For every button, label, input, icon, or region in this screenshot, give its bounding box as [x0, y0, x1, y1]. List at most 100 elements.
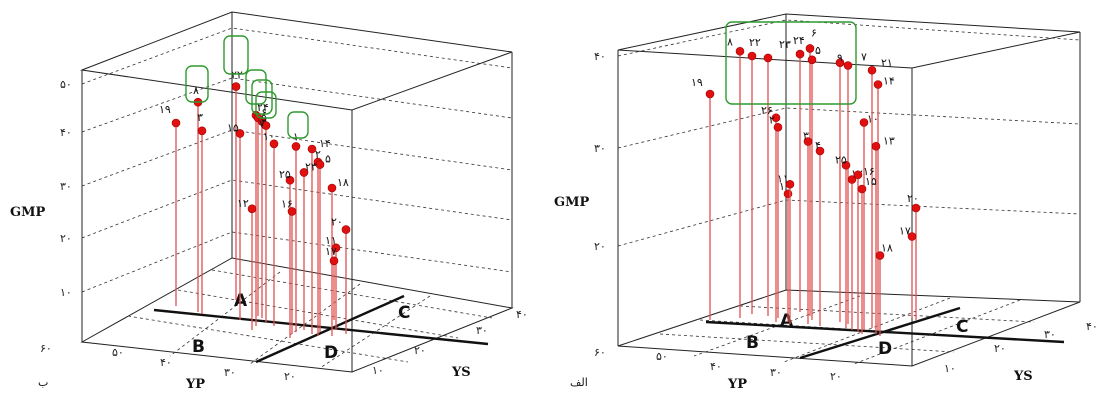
data-point: [307, 144, 317, 154]
data-point-label: ۱۹: [159, 103, 171, 116]
left-quadrant-d: D: [324, 343, 338, 363]
data-point: [783, 189, 793, 199]
data-point: [705, 89, 715, 99]
right-x-tick: ۳۰: [770, 366, 782, 379]
right-y-tick: ۱۰: [944, 362, 956, 375]
data-point-label: ۶: [261, 106, 267, 119]
data-point: [907, 232, 917, 241]
left-highlight-box: [255, 91, 277, 119]
data-point: [785, 179, 795, 189]
data-point: [805, 44, 815, 53]
data-point-label: ۲۴: [257, 101, 269, 114]
right-floor-gridlines: [659, 295, 1035, 365]
left-quadrant-b: B: [192, 337, 205, 357]
left-x-tick: ۵۰: [112, 346, 124, 359]
data-point: [261, 121, 271, 130]
right-y-tick: ۳۰: [1044, 328, 1056, 341]
right-z-tick: ۴۰: [594, 50, 606, 63]
data-point-label: ۳: [803, 130, 809, 143]
data-point: [269, 139, 279, 149]
data-point: [843, 61, 853, 70]
right-x-tick: ۵۰: [656, 350, 668, 363]
data-point: [911, 203, 921, 213]
data-point-label: ۱۴: [319, 137, 331, 150]
right-quadrant-a: A: [780, 311, 794, 331]
left-caption: ب: [38, 376, 48, 389]
data-point-label: ۱۷: [325, 245, 337, 258]
data-point: [859, 118, 869, 127]
left-highlight-box: [287, 111, 309, 139]
data-point: [171, 118, 181, 128]
data-point-label: ۵: [325, 153, 331, 166]
left-y-tick: ۴۰: [516, 308, 528, 321]
right-x-axis-label: YP: [727, 377, 747, 392]
data-point-label: ۱۴: [883, 75, 895, 88]
data-point: [841, 160, 851, 170]
left-z-axis-label: GMP: [10, 205, 45, 220]
data-point: [871, 141, 881, 151]
data-point: [873, 80, 883, 89]
data-point-label: ۷: [861, 51, 867, 64]
data-point: [331, 243, 341, 253]
data-point-label: ۱: [293, 130, 299, 143]
data-point-label: ۱۱: [325, 234, 337, 247]
right-points: ۸۲۲۲۳۲۴۶۵۷۱۹۹۲۱۱۴۲۶۲۱۰۳۴۱۳۲۵۱۲۱۶۱۵۱۲۰۱۷۱…: [691, 26, 921, 336]
data-point-label: ۱۲: [237, 197, 249, 210]
left-highlight-box: [223, 35, 249, 75]
data-point: [875, 251, 885, 260]
left-quadrant-a: A: [234, 291, 248, 311]
left-x-tick: ۴۰: [160, 356, 172, 369]
right-box-floor: [617, 289, 1081, 367]
right-y-axis-label: YS: [1013, 369, 1033, 384]
data-point: [299, 168, 309, 177]
data-point-label: ۲۰: [907, 192, 919, 205]
right-x-tick: ۶۰: [594, 346, 606, 359]
right-y-tick: ۴۰: [1086, 320, 1098, 333]
data-point: [835, 58, 845, 67]
data-point: [795, 49, 805, 59]
data-point-label: ۱۵: [865, 175, 877, 188]
left-highlight-box: [251, 79, 273, 115]
data-point-label: ۱۱: [777, 172, 789, 185]
data-point-label: ۲۳: [779, 38, 791, 51]
data-point-label: ۹: [837, 52, 843, 65]
data-point-label: ۱۳: [883, 134, 895, 147]
left-z-tick: ۱۰: [60, 286, 72, 299]
left-x-tick: ۶۰: [40, 342, 52, 355]
data-point: [773, 122, 783, 132]
left-x-axis-label: YP: [185, 377, 205, 392]
right-panel: ۴۰ ۳۰ ۲۰ GMP ۶۰ ۵۰ ۴۰ ۳۰ ۲۰ YP ۱۰ ۲۰ ۳۰ …: [554, 13, 1098, 392]
data-point-label: ۱۶: [281, 197, 293, 210]
left-y-axis-label: YS: [451, 365, 471, 380]
data-point-label: ۳: [197, 111, 203, 124]
data-point: [231, 82, 241, 91]
data-point: [735, 46, 745, 56]
data-point: [327, 183, 337, 193]
data-point-label: ۶: [811, 26, 817, 39]
data-point-label: ۱۷: [899, 225, 911, 238]
left-quadrant-line: [153, 308, 489, 346]
data-point: [315, 160, 325, 169]
data-point: [247, 204, 257, 214]
data-point-label: ۱۸: [881, 242, 893, 255]
left-panel: ۵۰ ۴۰ ۳۰ ۲۰ ۱۰ GMP ۶۰ ۵۰ ۴۰ ۳۰ ۲۰ YP ۱۰ …: [10, 11, 528, 392]
left-quadrant-line: [255, 294, 405, 364]
left-x-tick: ۳۰: [224, 366, 236, 379]
data-point-label: ۲۲: [231, 69, 243, 82]
data-point-label: ۲۶: [761, 104, 773, 117]
data-point-label: ۸: [727, 35, 733, 48]
data-point-label: ۲۳: [305, 160, 317, 173]
left-z-gridlines: [81, 27, 513, 293]
left-y-tick: ۳۰: [476, 324, 488, 337]
data-point: [771, 113, 781, 123]
left-z-tick: ۵۰: [60, 78, 72, 91]
data-point: [847, 175, 857, 184]
right-x-tick: ۲۰: [830, 370, 842, 383]
left-box-floor: [80, 257, 514, 373]
right-quadrant-d: D: [878, 339, 892, 359]
data-point-label: ۲۲: [749, 36, 761, 49]
left-z-tick: ۲۰: [60, 232, 72, 245]
data-point: [287, 207, 297, 216]
data-point-label: ۴: [815, 139, 821, 152]
